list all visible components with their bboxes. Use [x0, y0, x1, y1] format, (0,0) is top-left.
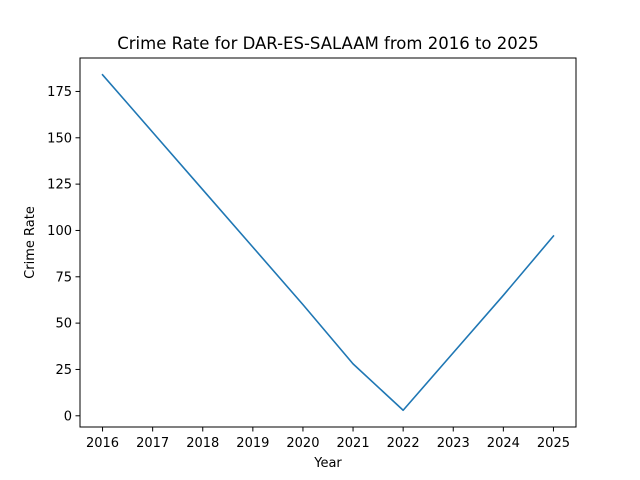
- data-point: [553, 235, 555, 237]
- y-tick-label: 25: [55, 363, 72, 378]
- data-point: [252, 246, 254, 248]
- x-tick-label: 2017: [136, 436, 169, 451]
- axes-frame: [79, 57, 577, 428]
- x-tick-label: 2018: [186, 436, 219, 451]
- x-tick-label: 2023: [437, 436, 470, 451]
- x-tick-label: 2025: [537, 436, 570, 451]
- y-tick-label: 150: [47, 131, 72, 146]
- y-tick-label: 75: [55, 270, 72, 285]
- x-tick-label: 2022: [387, 436, 420, 451]
- x-tick-label: 2019: [236, 436, 269, 451]
- y-tick-label: 175: [47, 85, 72, 100]
- data-point: [402, 409, 404, 411]
- x-tick-label: 2016: [86, 436, 119, 451]
- y-tick-label: 50: [55, 317, 72, 332]
- series-line: [101, 73, 555, 412]
- data-point: [302, 304, 304, 306]
- y-tick-label: 100: [47, 224, 72, 239]
- x-tick-label: 2021: [337, 436, 370, 451]
- data-point: [102, 74, 104, 76]
- chart-title: Crime Rate for DAR-ES-SALAAM from 2016 t…: [117, 34, 539, 53]
- x-axis-label: Year: [313, 456, 342, 471]
- data-point: [503, 295, 505, 297]
- y-tick-label: 0: [64, 409, 72, 424]
- data-point: [352, 363, 354, 365]
- x-tick-label: 2020: [286, 436, 319, 451]
- data-point: [152, 131, 154, 133]
- y-axis-label: Crime Rate: [23, 206, 38, 279]
- plot-area: 2016 2017 2018 2019 2020 2021 2022 2023 2024 2025…: [47, 73, 570, 451]
- data-point: [452, 352, 454, 354]
- data-point: [202, 189, 204, 191]
- y-tick-label: 125: [47, 178, 72, 193]
- x-tick-label: 2024: [487, 436, 520, 451]
